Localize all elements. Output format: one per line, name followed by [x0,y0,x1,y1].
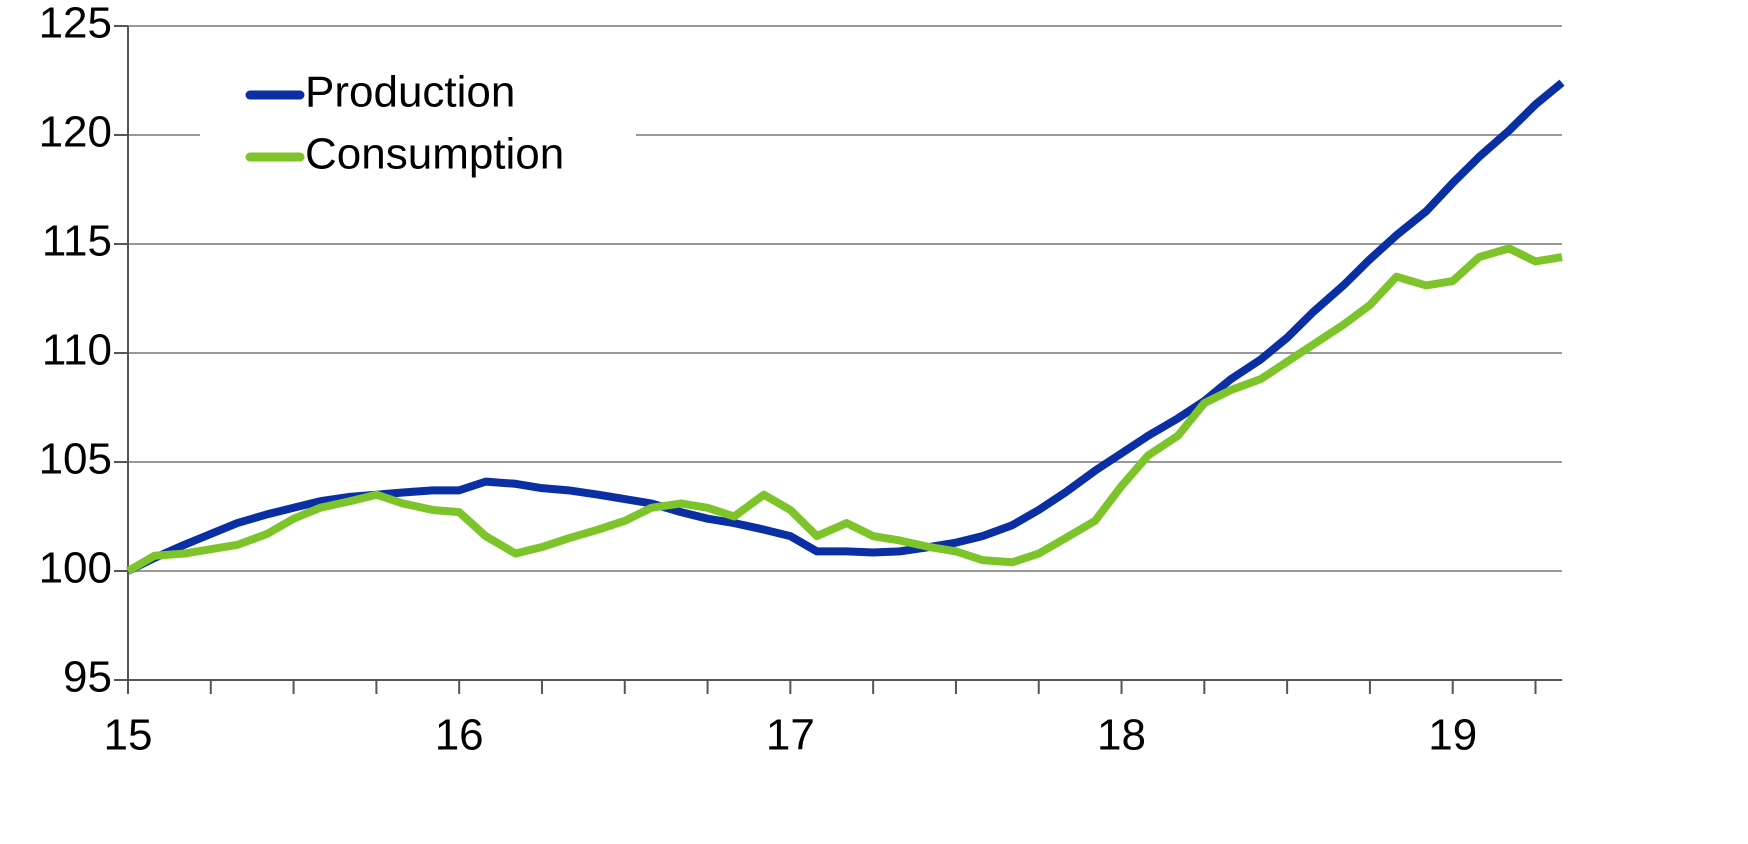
legend-label: Consumption [305,130,564,179]
y-tick-label: 115 [42,217,112,266]
y-tick-label: 95 [63,653,112,702]
y-tick-label: 110 [42,326,112,375]
legend-label: Production [305,68,515,117]
x-tick-label: 18 [1097,711,1146,760]
y-tick-label: 120 [39,108,112,157]
legend-box [200,60,636,195]
x-tick-label: 17 [766,711,815,760]
series-line [126,244,1563,575]
x-tick-label: 16 [435,711,484,760]
x-tick-label: 15 [104,711,153,760]
y-tick-label: 125 [39,0,112,48]
y-tick-label: 100 [39,544,112,593]
y-tick-label: 105 [39,435,112,484]
x-tick-label: 19 [1428,711,1477,760]
